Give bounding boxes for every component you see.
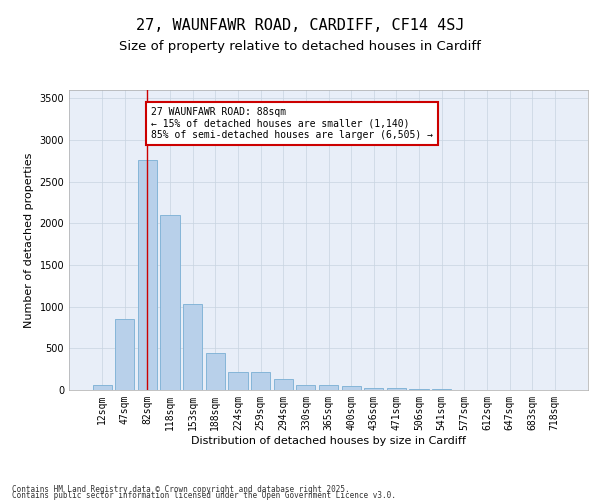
Text: 27, WAUNFAWR ROAD, CARDIFF, CF14 4SJ: 27, WAUNFAWR ROAD, CARDIFF, CF14 4SJ bbox=[136, 18, 464, 32]
Bar bbox=[409, 389, 428, 390]
Text: Contains public sector information licensed under the Open Government Licence v3: Contains public sector information licen… bbox=[12, 490, 396, 500]
Bar bbox=[296, 384, 316, 390]
Text: 27 WAUNFAWR ROAD: 88sqm
← 15% of detached houses are smaller (1,140)
85% of semi: 27 WAUNFAWR ROAD: 88sqm ← 15% of detache… bbox=[151, 106, 433, 140]
Bar bbox=[206, 352, 225, 390]
Bar bbox=[251, 372, 270, 390]
Bar bbox=[274, 379, 293, 390]
Text: Contains HM Land Registry data © Crown copyright and database right 2025.: Contains HM Land Registry data © Crown c… bbox=[12, 484, 350, 494]
Bar bbox=[138, 160, 157, 390]
Bar bbox=[229, 372, 248, 390]
Bar bbox=[183, 304, 202, 390]
Text: Size of property relative to detached houses in Cardiff: Size of property relative to detached ho… bbox=[119, 40, 481, 53]
Bar bbox=[319, 386, 338, 390]
Bar bbox=[432, 389, 451, 390]
Y-axis label: Number of detached properties: Number of detached properties bbox=[24, 152, 34, 328]
X-axis label: Distribution of detached houses by size in Cardiff: Distribution of detached houses by size … bbox=[191, 436, 466, 446]
Bar bbox=[92, 386, 112, 390]
Bar bbox=[160, 215, 180, 390]
Bar bbox=[387, 388, 406, 390]
Bar bbox=[115, 319, 134, 390]
Bar bbox=[364, 388, 383, 390]
Bar bbox=[341, 386, 361, 390]
